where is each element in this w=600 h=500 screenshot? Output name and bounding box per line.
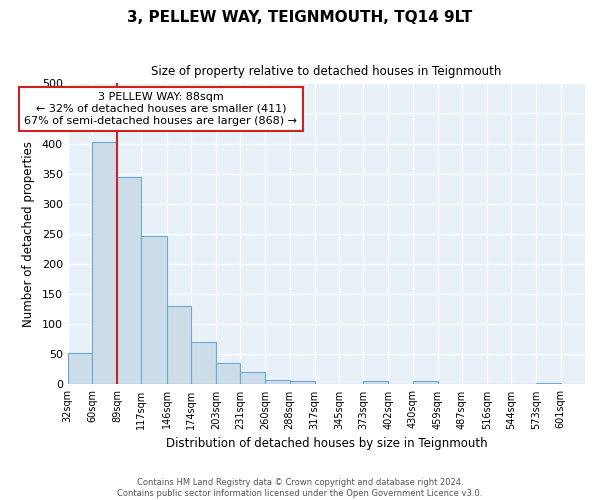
X-axis label: Distribution of detached houses by size in Teignmouth: Distribution of detached houses by size … (166, 437, 487, 450)
Bar (191, 342, 216, 384)
Text: 3, PELLEW WAY, TEIGNMOUTH, TQ14 9LT: 3, PELLEW WAY, TEIGNMOUTH, TQ14 9LT (127, 10, 473, 25)
Bar (216, 364, 240, 384)
Text: 3 PELLEW WAY: 88sqm
← 32% of detached houses are smaller (411)
67% of semi-detac: 3 PELLEW WAY: 88sqm ← 32% of detached ho… (25, 92, 298, 126)
Bar (68, 353, 92, 384)
Bar (92, 142, 117, 384)
Bar (363, 382, 388, 384)
Bar (536, 382, 561, 384)
Bar (142, 236, 167, 384)
Bar (117, 176, 142, 384)
Y-axis label: Number of detached properties: Number of detached properties (22, 141, 35, 327)
Text: Contains HM Land Registry data © Crown copyright and database right 2024.
Contai: Contains HM Land Registry data © Crown c… (118, 478, 482, 498)
Bar (413, 382, 438, 384)
Bar (290, 382, 315, 384)
Bar (167, 306, 191, 384)
Bar (240, 372, 265, 384)
Title: Size of property relative to detached houses in Teignmouth: Size of property relative to detached ho… (151, 65, 502, 78)
Bar (265, 380, 290, 384)
